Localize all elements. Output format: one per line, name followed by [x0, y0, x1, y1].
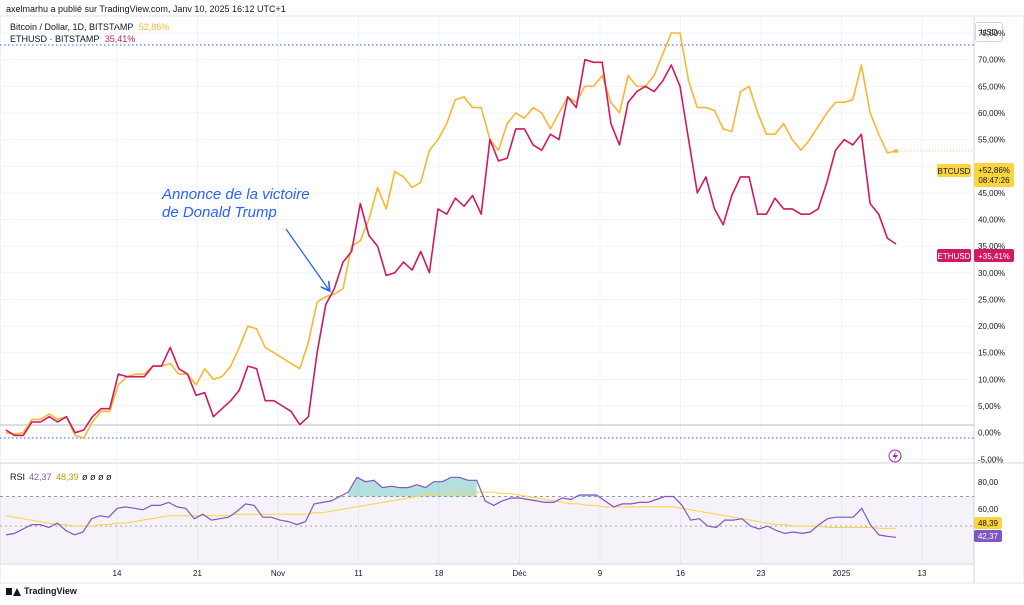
annotation-arrow [285, 228, 329, 290]
rsi-ma-badge-text: 48,39 [978, 519, 999, 528]
y-tick-label: 35,00% [978, 242, 1005, 251]
x-tick-label: 14 [113, 569, 122, 578]
btc-symbol-box [937, 164, 971, 177]
x-tick-label: Nov [271, 569, 285, 578]
eth-symbol: ETHUSD [938, 252, 971, 261]
btc-value: +52,86% [978, 166, 1010, 175]
y-tick-label: 40,00% [978, 216, 1005, 225]
eth-price-label: ETHUSD +35,41% [937, 249, 1014, 262]
rsi-ma-line [5, 491, 896, 529]
rsi-badge [974, 530, 1002, 542]
chart-frame [0, 15, 1024, 584]
legend-btc-label: Bitcoin / Dollar, 1D, BITSTAMP [10, 22, 134, 32]
tradingview-footer[interactable]: TradingView [6, 586, 77, 596]
rsi-badge-text: 42,37 [978, 532, 999, 541]
btc-price-label: BTCUSD +52,86% 08:47:26 [937, 163, 1014, 187]
legend-btc-value: 52,86% [138, 22, 170, 32]
y-tick-label: 65,00% [978, 82, 1005, 91]
rsi-tick-60: 60,00 [978, 505, 999, 514]
x-tick-label: 9 [598, 569, 603, 578]
x-tick-label: 2025 [833, 569, 851, 578]
x-tick-label: 21 [193, 569, 202, 578]
y-tick-label: 60,00% [978, 109, 1005, 118]
trump-annotation[interactable]: Annonce de la victoire de Donald Trump [161, 186, 329, 290]
y-tick-label: 10,00% [978, 375, 1005, 384]
rsi-value: 42,37 [29, 472, 52, 482]
rsi-line [5, 476, 897, 538]
x-tick-label: Déc [512, 569, 526, 578]
rsi-band [0, 496, 974, 563]
y-tick-label: -5,00% [978, 455, 1003, 464]
series-layer [5, 32, 974, 439]
eth-line [5, 58, 897, 437]
rsi-lines [5, 476, 897, 538]
x-tick-label: 18 [435, 569, 444, 578]
y-tick-label: 75,00% [978, 29, 1005, 38]
eth-value-box [974, 249, 1014, 262]
tradingview-logo-icon [6, 587, 21, 596]
y-tick-label: 5,00% [978, 402, 1001, 411]
currency-button[interactable]: USD [975, 22, 1003, 42]
legend-eth-value: 35,41% [104, 34, 136, 44]
eth-symbol-box [937, 249, 971, 262]
footer-brand: TradingView [24, 586, 77, 596]
grid [0, 17, 974, 563]
legend-eth-label: ETHUSD · BITSTAMP [10, 34, 100, 44]
btc-last-point [894, 148, 898, 153]
y-tick-label: 25,00% [978, 295, 1005, 304]
x-tick-label: 16 [676, 569, 685, 578]
y-tick-label: 15,00% [978, 349, 1005, 358]
rsi-ma-value: 48,39 [56, 472, 79, 482]
y-tick-label: 0,00% [978, 429, 1001, 438]
rsi-tick-80: 80,00 [978, 478, 999, 487]
x-tick-label: 23 [757, 569, 766, 578]
legend-eth[interactable]: ETHUSD · BITSTAMP 35,41% [10, 34, 135, 44]
y-tick-label: 55,00% [978, 136, 1005, 145]
publisher-header: axelmarhu a publié sur TradingView.com, … [6, 4, 286, 14]
y-tick-label: 70,00% [978, 56, 1005, 65]
x-tick-label: 11 [354, 569, 363, 578]
eth-value: +35,41% [978, 252, 1010, 261]
rsi-ma-badge [974, 517, 1002, 529]
annotation-line-2: de Donald Trump [162, 204, 277, 221]
y-tick-label: 20,00% [978, 322, 1005, 331]
x-tick-label: 13 [918, 569, 927, 578]
btc-symbol: BTCUSD [938, 167, 971, 176]
y-tick-label: 45,00% [978, 189, 1005, 198]
lightning-icon[interactable] [888, 449, 902, 463]
annotation-line-1: Annonce de la victoire [161, 186, 310, 203]
btc-value-box [974, 163, 1014, 187]
btc-countdown: 08:47:26 [978, 176, 1010, 185]
rsi-extra: ø ø ø ø [82, 472, 112, 482]
time-axis: 14 21 Nov 11 18 Déc 9 16 23 2025 13 [113, 569, 927, 578]
rsi-label: RSI [10, 472, 25, 482]
rsi-overbought-area [348, 477, 477, 497]
legend-btc[interactable]: Bitcoin / Dollar, 1D, BITSTAMP 52,86% [10, 22, 169, 32]
y-tick-label: 30,00% [978, 269, 1005, 278]
price-axis: 75,00%70,00%65,00%60,00%55,00%50,00%45,0… [978, 29, 1005, 464]
rsi-panel[interactable]: RSI 42,37 48,39 ø ø ø ø 80,00 60,00 48,3… [0, 472, 1002, 563]
